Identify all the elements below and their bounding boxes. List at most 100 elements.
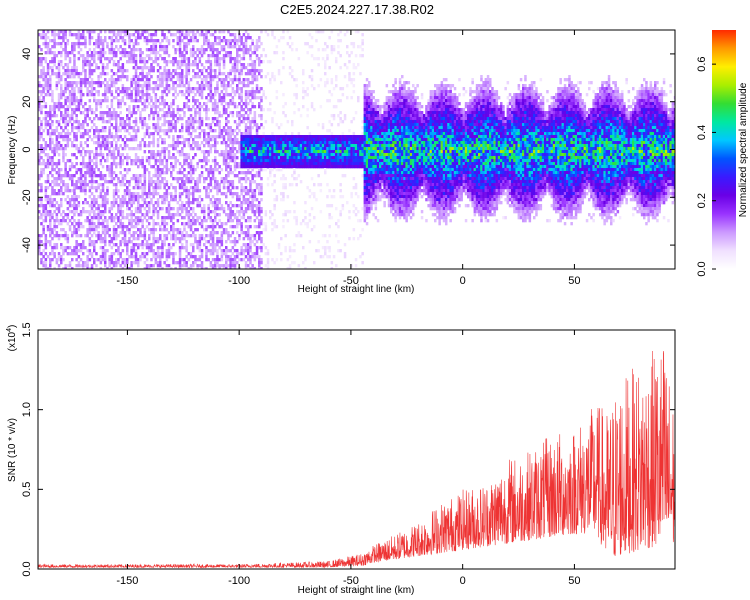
heatmap-cell [77,243,81,247]
heatmap-cell [128,42,131,46]
heatmap-cell [161,81,164,85]
heatmap-cell [163,243,166,247]
heatmap-cell [51,168,54,172]
heatmap-cell [249,111,252,115]
heatmap-cell [207,87,210,91]
heatmap-cell [64,162,67,166]
heatmap-cell [167,231,171,235]
heatmap-cell [60,243,63,247]
heatmap-cell [93,210,96,214]
heatmap-cell [205,186,208,190]
heatmap-cell [106,147,109,151]
heatmap-cell [73,153,76,157]
heatmap-cell [152,69,155,73]
heatmap-cell [282,186,285,190]
heatmap-cell [275,141,279,145]
heatmap-cell [229,147,232,151]
heatmap-cell [200,87,204,91]
heatmap-cell [165,171,169,175]
heatmap-cell [258,57,261,61]
heatmap-cell [141,90,144,94]
heatmap-cell [57,255,61,259]
heatmap-cell [178,117,182,121]
heatmap-cell [249,144,252,148]
heatmap-cell [79,72,83,76]
heatmap-cell [132,255,136,259]
heatmap-cell [132,246,136,250]
heatmap-cell [176,219,180,223]
heatmap-cell [152,243,155,247]
heatmap-cell [216,36,219,40]
heatmap-cell [159,48,162,52]
heatmap-cell [161,246,164,250]
heatmap-cell [71,189,74,193]
heatmap-cell [295,162,298,166]
heatmap-cell [154,33,158,37]
heatmap-cell [49,60,52,64]
heatmap-cell [275,153,279,157]
heatmap-cell [60,75,63,79]
heatmap-cell [194,186,197,190]
heatmap-cell [62,114,65,118]
heatmap-cell [64,30,67,34]
heatmap-cell [273,198,276,202]
heatmap-cell [77,51,81,55]
heatmap-cell [214,150,217,154]
heatmap-cell [295,222,298,226]
heatmap-cell [295,183,298,187]
heatmap-cell [291,162,294,166]
heatmap-cell [51,93,54,97]
heatmap-cell [161,108,164,112]
heatmap-cell [38,138,41,142]
heatmap-cell [302,69,305,73]
heatmap-cell [242,84,246,88]
heatmap-cell [187,198,191,202]
heatmap-cell [57,123,61,127]
spectrogram-cells [38,30,675,269]
heatmap-cell [101,165,105,169]
heatmap-cell [150,69,153,73]
heatmap-cell [189,213,193,217]
heatmap-cell [244,90,248,94]
heatmap-cell [253,213,257,217]
heatmap-cell [132,231,136,235]
heatmap-cell [222,159,226,163]
heatmap-cell [170,252,173,256]
heatmap-cell [46,132,50,136]
heatmap-cell [229,165,232,169]
heatmap-cell [253,66,257,70]
heatmap-cell [68,117,72,121]
heatmap-cell [112,252,116,256]
heatmap-cell [183,228,186,232]
heatmap-cell [187,225,191,229]
heatmap-cell [247,102,250,106]
heatmap-cell [231,231,235,235]
heatmap-cell [46,120,50,124]
heatmap-cell [75,156,78,160]
heatmap-cell [154,39,158,43]
heatmap-cell [130,39,133,43]
heatmap-cell [55,87,59,91]
heatmap-cell [115,258,118,262]
heatmap-cell [247,204,250,208]
heatmap-cell [68,210,72,214]
heatmap-cell [236,156,239,160]
heatmap-cell [112,138,116,142]
heatmap-cell [139,228,142,232]
heatmap-cell [161,39,164,43]
heatmap-cell [141,198,144,202]
heatmap-cell [93,93,96,97]
heatmap-cell [192,165,195,169]
heatmap-cell [134,186,138,190]
heatmap-cell [137,81,140,85]
heatmap-cell [86,51,89,55]
heatmap-cell [38,153,41,157]
heatmap-cell [79,123,83,127]
heatmap-cell [64,189,67,193]
heatmap-cell [128,126,131,130]
heatmap-cell [178,42,182,46]
heatmap-cell [99,75,103,79]
heatmap-cell [51,39,54,43]
heatmap-cell [99,162,103,166]
heatmap-cell [231,150,235,154]
